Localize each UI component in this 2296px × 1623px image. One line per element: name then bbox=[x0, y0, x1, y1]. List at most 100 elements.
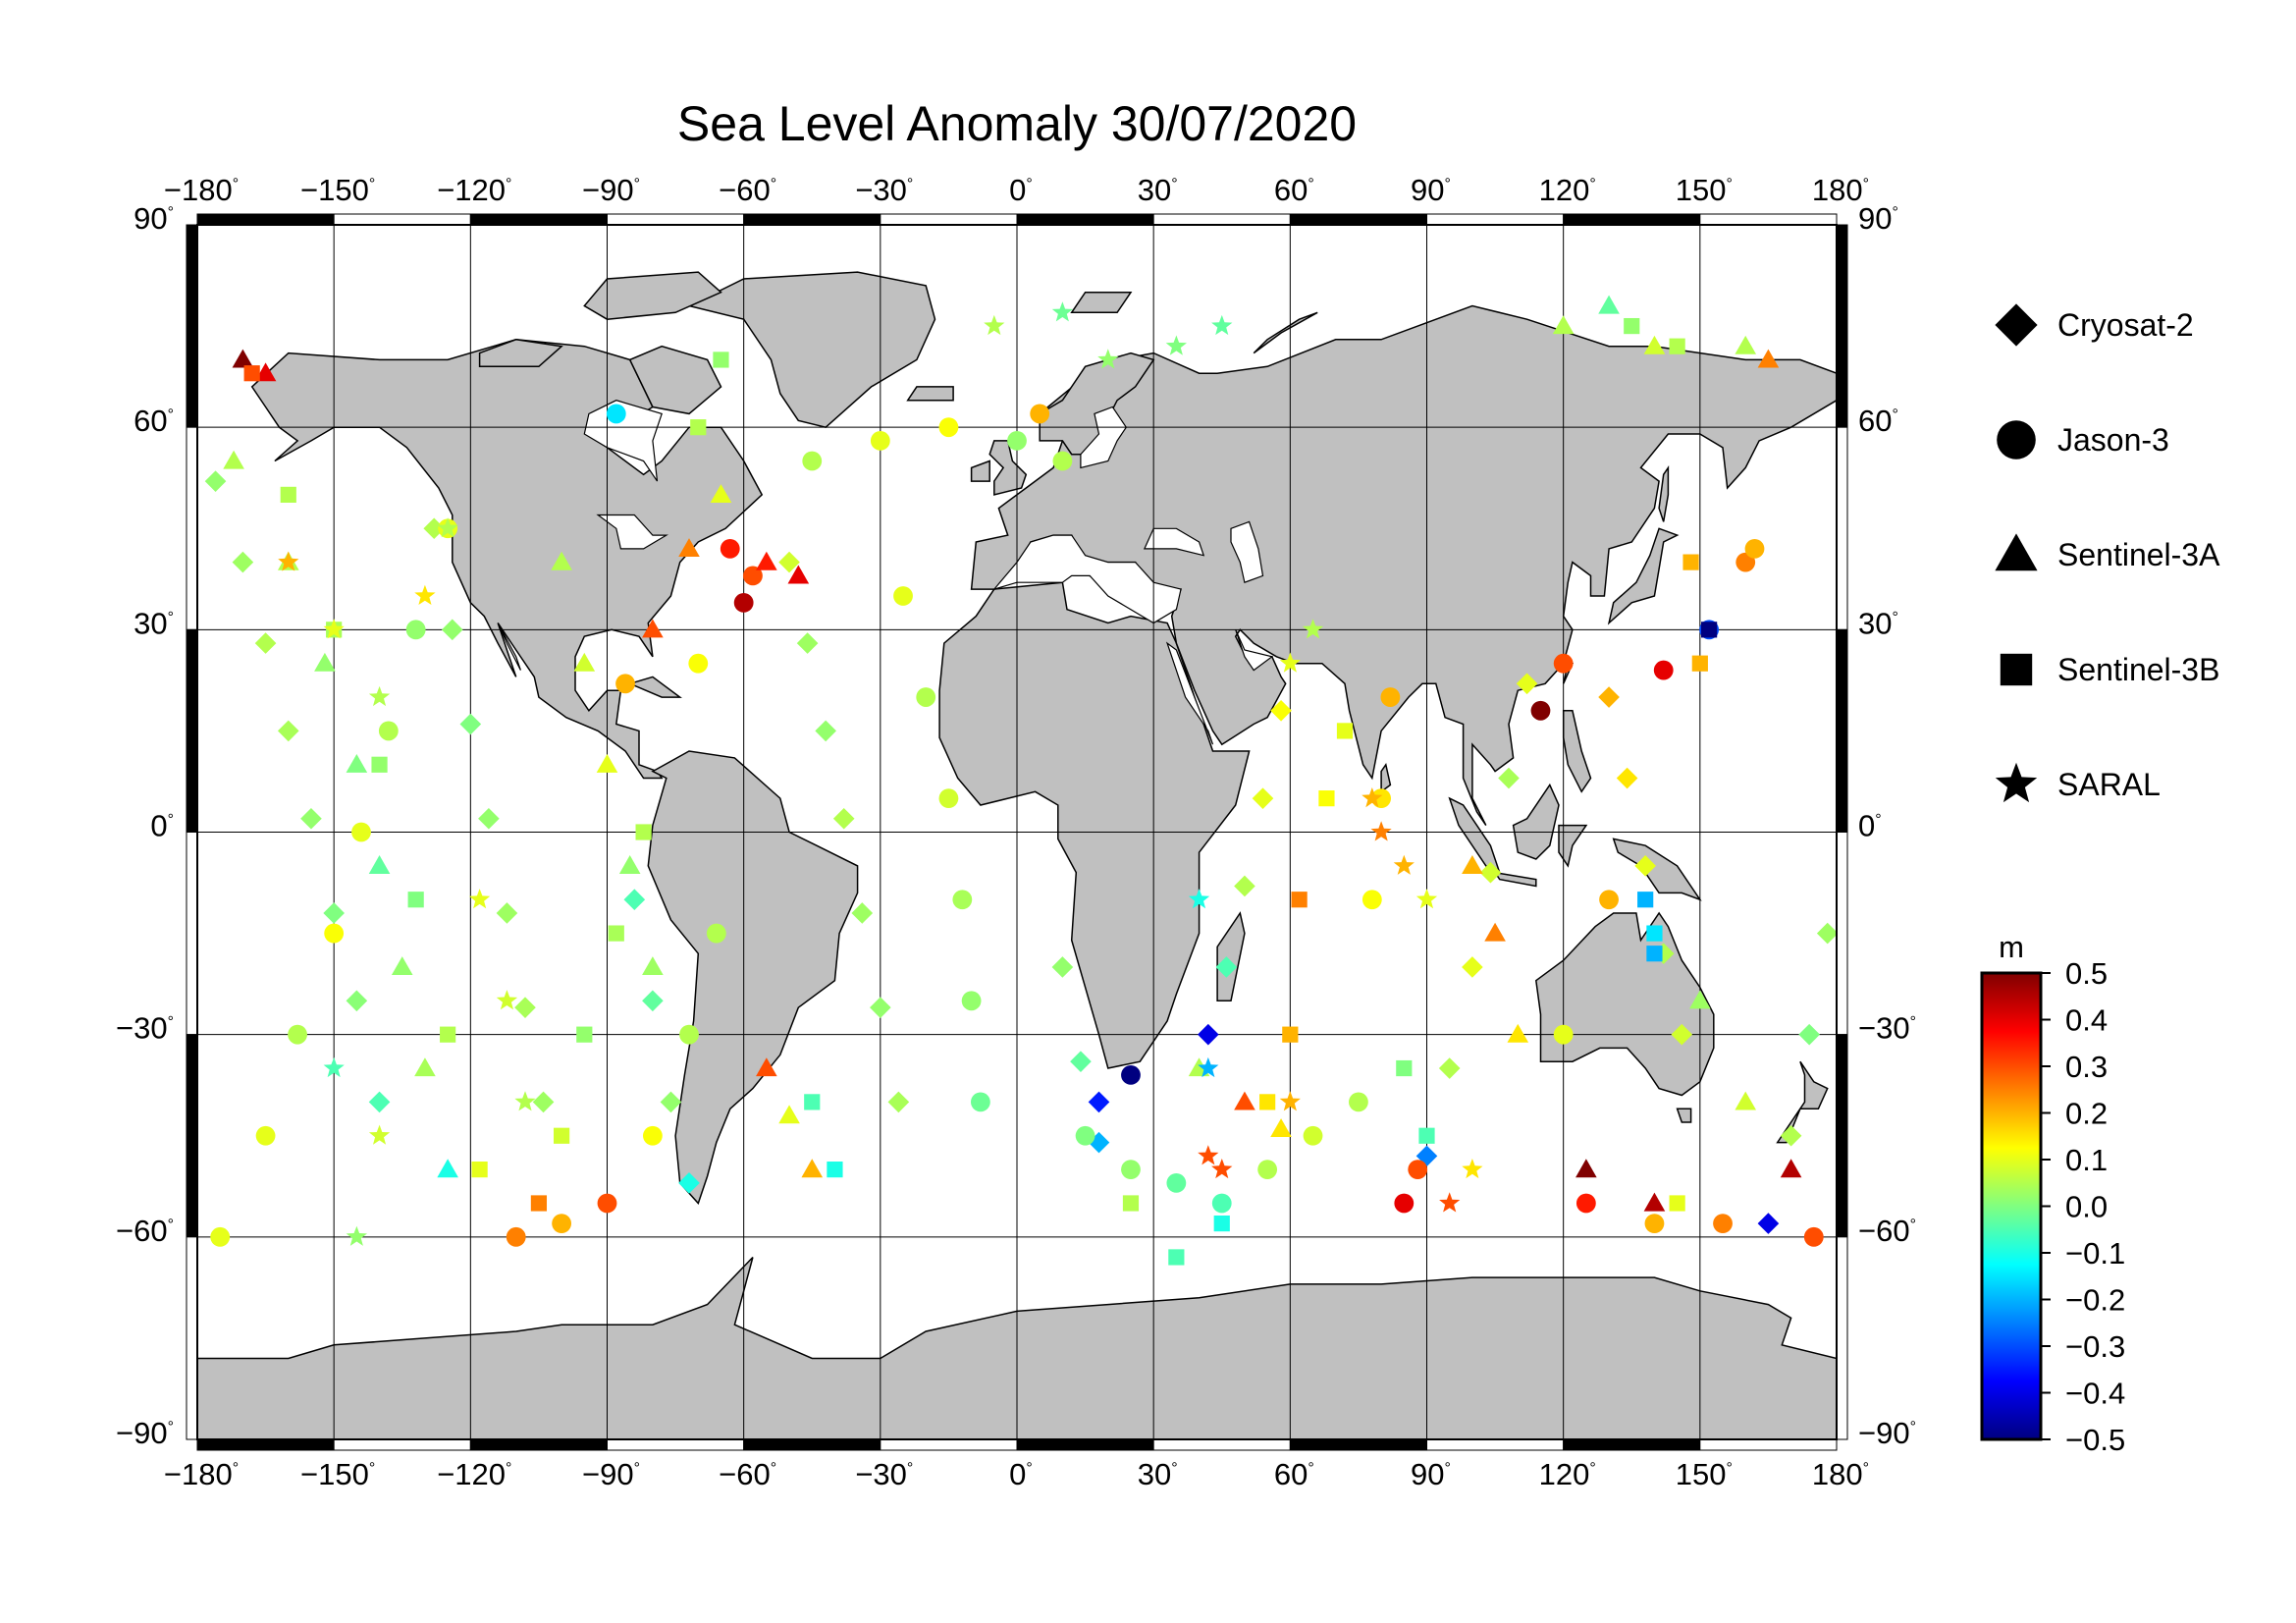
legend-label: Sentinel-3B bbox=[2057, 652, 2219, 687]
data-point bbox=[1780, 1124, 1802, 1147]
data-point bbox=[346, 1225, 367, 1246]
frame-segment bbox=[1563, 213, 1701, 226]
frame-segment bbox=[743, 1438, 881, 1451]
data-point bbox=[405, 620, 426, 640]
legend-marker-square bbox=[2000, 653, 2033, 686]
data-point bbox=[1744, 538, 1765, 559]
frame-segment bbox=[607, 1438, 745, 1451]
data-point bbox=[1530, 700, 1551, 721]
data-point bbox=[1713, 1214, 1733, 1233]
data-point bbox=[1234, 1091, 1255, 1110]
data-point bbox=[1643, 335, 1666, 354]
data-point bbox=[1318, 790, 1335, 807]
data-point bbox=[1803, 1226, 1824, 1247]
series-sentinel-3a bbox=[223, 295, 1802, 1212]
data-point bbox=[1270, 700, 1292, 722]
data-point bbox=[778, 551, 800, 573]
data-point bbox=[1075, 1125, 1095, 1146]
data-point bbox=[459, 713, 482, 735]
data-point bbox=[243, 365, 260, 382]
colorbar-tick-label: 0.1 bbox=[2065, 1143, 2108, 1177]
data-point bbox=[1646, 946, 1663, 962]
frame-segment bbox=[1426, 213, 1565, 226]
frame-segment bbox=[743, 213, 881, 226]
data-point bbox=[351, 822, 371, 842]
map-title: Sea Level Anomaly 30/07/2020 bbox=[677, 96, 1357, 151]
colorbar-tick-label: 0.5 bbox=[2065, 956, 2108, 991]
land-north-america bbox=[250, 339, 764, 780]
data-point bbox=[1007, 431, 1027, 451]
data-point bbox=[414, 584, 436, 605]
data-point bbox=[514, 1091, 536, 1111]
legend-item-sentinel-3a: Sentinel-3A bbox=[1995, 533, 2220, 572]
data-point bbox=[506, 1226, 526, 1247]
data-point bbox=[1643, 1192, 1666, 1212]
data-point bbox=[1757, 349, 1780, 368]
data-point bbox=[1198, 1145, 1219, 1165]
data-point bbox=[1780, 1159, 1802, 1178]
data-point bbox=[1438, 1057, 1461, 1079]
legend-marker-star bbox=[1995, 762, 2038, 803]
data-point bbox=[623, 889, 646, 911]
data-point bbox=[1575, 1193, 1596, 1214]
data-point bbox=[1671, 1023, 1693, 1046]
data-point bbox=[1735, 335, 1757, 354]
data-point bbox=[204, 470, 227, 492]
data-point bbox=[743, 566, 763, 586]
data-point bbox=[1270, 1118, 1292, 1137]
tick-label-lon-top: −150° bbox=[300, 173, 375, 207]
data-point bbox=[1408, 1160, 1428, 1180]
data-point bbox=[1122, 1195, 1140, 1212]
data-point bbox=[368, 685, 391, 707]
data-point bbox=[1498, 767, 1520, 789]
data-point bbox=[407, 892, 424, 908]
tick-label-lat-left: 90° bbox=[133, 201, 174, 236]
frame-segment bbox=[1836, 628, 1848, 833]
tick-label-lon-top: 30° bbox=[1138, 173, 1178, 207]
tick-label-lon-top: −30° bbox=[855, 173, 913, 207]
land-novaya-zemlya bbox=[1253, 311, 1318, 354]
data-point bbox=[280, 486, 296, 503]
tick-label-lat-left: 30° bbox=[133, 606, 174, 640]
legend-label: Cryosat-2 bbox=[2057, 307, 2194, 343]
frame-segment bbox=[186, 426, 198, 630]
tick-label-lon-bottom: 60° bbox=[1274, 1457, 1314, 1491]
frame-segment bbox=[880, 1438, 1018, 1451]
data-point bbox=[635, 824, 652, 840]
data-point bbox=[254, 362, 277, 382]
data-point bbox=[1415, 889, 1438, 909]
data-point bbox=[1211, 1159, 1233, 1179]
colorbar-tick-label: 0.2 bbox=[2065, 1097, 2108, 1131]
land-new-guinea bbox=[1612, 838, 1702, 901]
data-point bbox=[1394, 1193, 1415, 1214]
data-point bbox=[346, 753, 368, 773]
water-red-sea bbox=[1165, 641, 1214, 745]
data-point bbox=[1303, 1125, 1323, 1146]
land-new-zealand bbox=[1776, 1060, 1829, 1144]
frame-segment bbox=[1836, 224, 1848, 428]
data-point bbox=[1362, 890, 1382, 910]
tick-label-lat-right: 60° bbox=[1858, 404, 1898, 438]
tick-label-lon-top: 0° bbox=[1009, 173, 1033, 207]
data-point bbox=[796, 632, 819, 654]
data-point bbox=[787, 565, 810, 584]
data-point bbox=[1051, 301, 1073, 322]
data-point bbox=[1168, 1249, 1185, 1266]
data-point bbox=[323, 619, 345, 639]
data-point bbox=[1396, 1059, 1413, 1077]
tick-label-lon-top: −120° bbox=[437, 173, 511, 207]
data-point bbox=[532, 1091, 555, 1113]
colorbar-tick-label: −0.3 bbox=[2065, 1329, 2125, 1364]
data-point bbox=[1052, 451, 1073, 471]
data-point bbox=[514, 997, 536, 1018]
tick-label-lon-bottom: −150° bbox=[300, 1457, 375, 1491]
data-point bbox=[1552, 315, 1575, 335]
colorbar-tick-label: 0.4 bbox=[2065, 1003, 2108, 1038]
data-point bbox=[952, 890, 973, 910]
frame-segment bbox=[196, 213, 335, 226]
frame-segment bbox=[1836, 1034, 1848, 1238]
data-point bbox=[1653, 660, 1674, 680]
colorbar-tick-label: −0.5 bbox=[2065, 1423, 2125, 1457]
data-point bbox=[597, 1193, 617, 1214]
data-point bbox=[827, 1162, 843, 1178]
